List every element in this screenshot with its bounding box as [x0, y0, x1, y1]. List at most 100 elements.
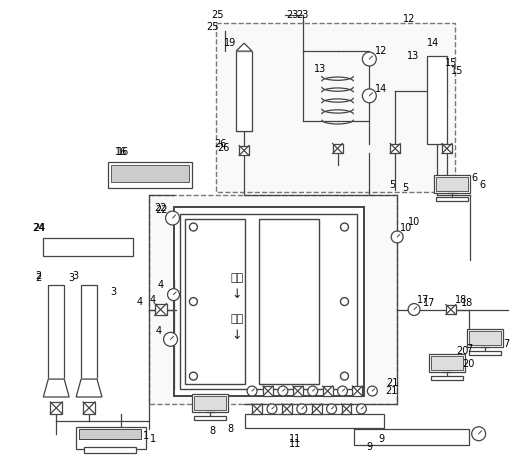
Text: 17: 17 — [417, 295, 429, 305]
Circle shape — [167, 289, 179, 301]
Text: 注入: 注入 — [231, 273, 244, 283]
Circle shape — [308, 386, 317, 396]
Bar — [434, 175, 470, 193]
Text: 18: 18 — [461, 297, 473, 308]
Bar — [390, 144, 400, 153]
Text: 19: 19 — [224, 38, 236, 48]
Text: 12: 12 — [403, 14, 415, 24]
Polygon shape — [76, 379, 102, 397]
Bar — [245, 414, 384, 428]
Bar — [195, 396, 226, 410]
Bar — [427, 56, 447, 144]
Text: 10: 10 — [408, 217, 420, 227]
Bar — [442, 144, 452, 153]
Text: 26: 26 — [217, 144, 230, 153]
Bar — [436, 197, 468, 201]
Circle shape — [340, 297, 348, 306]
Text: 4: 4 — [155, 326, 162, 336]
Circle shape — [367, 386, 377, 396]
Text: 23: 23 — [287, 10, 299, 20]
Bar — [436, 177, 468, 191]
Text: 10: 10 — [400, 223, 412, 233]
Bar — [239, 146, 249, 156]
Text: 5: 5 — [402, 183, 408, 193]
Text: 15: 15 — [445, 58, 457, 68]
Bar — [108, 162, 192, 188]
Bar — [467, 330, 503, 347]
Bar — [429, 354, 465, 372]
Text: 3: 3 — [110, 286, 116, 297]
Text: 25: 25 — [206, 22, 219, 32]
Text: 16: 16 — [115, 147, 127, 157]
Bar — [174, 207, 365, 396]
Text: 9: 9 — [366, 442, 372, 452]
Polygon shape — [236, 43, 252, 51]
Bar — [195, 416, 226, 420]
Text: 3: 3 — [72, 271, 78, 281]
Text: 4: 4 — [137, 297, 143, 307]
Text: 2: 2 — [35, 273, 41, 283]
Circle shape — [267, 404, 277, 414]
Text: 1: 1 — [150, 434, 156, 444]
Circle shape — [362, 52, 377, 66]
Text: 16: 16 — [117, 147, 129, 157]
Text: 14: 14 — [375, 84, 388, 94]
Text: 23: 23 — [297, 10, 309, 20]
Bar — [342, 404, 351, 414]
Text: 17: 17 — [423, 297, 435, 308]
Text: 6: 6 — [472, 174, 478, 183]
Text: 5: 5 — [389, 180, 395, 190]
Text: 14: 14 — [427, 38, 439, 48]
Text: 18: 18 — [454, 295, 467, 305]
Circle shape — [164, 332, 177, 346]
Circle shape — [326, 404, 336, 414]
Bar — [149, 195, 397, 404]
Circle shape — [166, 211, 179, 225]
Text: 22: 22 — [155, 205, 168, 215]
Bar — [259, 219, 319, 384]
Text: 7: 7 — [503, 339, 509, 349]
Text: 8: 8 — [227, 424, 233, 434]
Text: ↓: ↓ — [232, 288, 242, 301]
Text: 12: 12 — [375, 46, 388, 56]
Text: 21: 21 — [386, 378, 399, 388]
Bar — [50, 402, 62, 414]
Text: 24: 24 — [32, 223, 44, 233]
Polygon shape — [43, 379, 69, 397]
Bar — [469, 331, 501, 346]
Circle shape — [362, 89, 377, 103]
Bar — [446, 304, 456, 314]
Text: 20: 20 — [462, 359, 475, 369]
Bar — [48, 285, 64, 379]
Text: 26: 26 — [214, 139, 226, 149]
Circle shape — [391, 231, 403, 243]
Bar — [43, 238, 133, 256]
Text: 25: 25 — [211, 10, 223, 20]
Text: 22: 22 — [154, 203, 167, 213]
Circle shape — [297, 404, 306, 414]
Bar — [353, 386, 362, 396]
Circle shape — [189, 223, 197, 231]
Text: 7: 7 — [467, 344, 473, 354]
Bar — [111, 165, 189, 182]
Text: 11: 11 — [289, 434, 301, 444]
Text: 8: 8 — [209, 426, 215, 436]
Text: 11: 11 — [289, 439, 301, 449]
Text: 13: 13 — [313, 64, 326, 74]
Circle shape — [340, 223, 348, 231]
Bar — [263, 386, 273, 396]
Bar — [469, 351, 501, 355]
Circle shape — [408, 303, 420, 315]
Circle shape — [337, 386, 347, 396]
Circle shape — [472, 427, 486, 441]
Text: 4: 4 — [157, 280, 164, 290]
Text: 4: 4 — [150, 295, 156, 305]
Circle shape — [247, 386, 257, 396]
Circle shape — [340, 372, 348, 380]
Bar — [79, 429, 141, 439]
Circle shape — [189, 297, 197, 306]
Bar — [282, 404, 292, 414]
Bar — [180, 214, 357, 389]
Bar — [431, 376, 463, 380]
Text: 3: 3 — [68, 273, 74, 283]
